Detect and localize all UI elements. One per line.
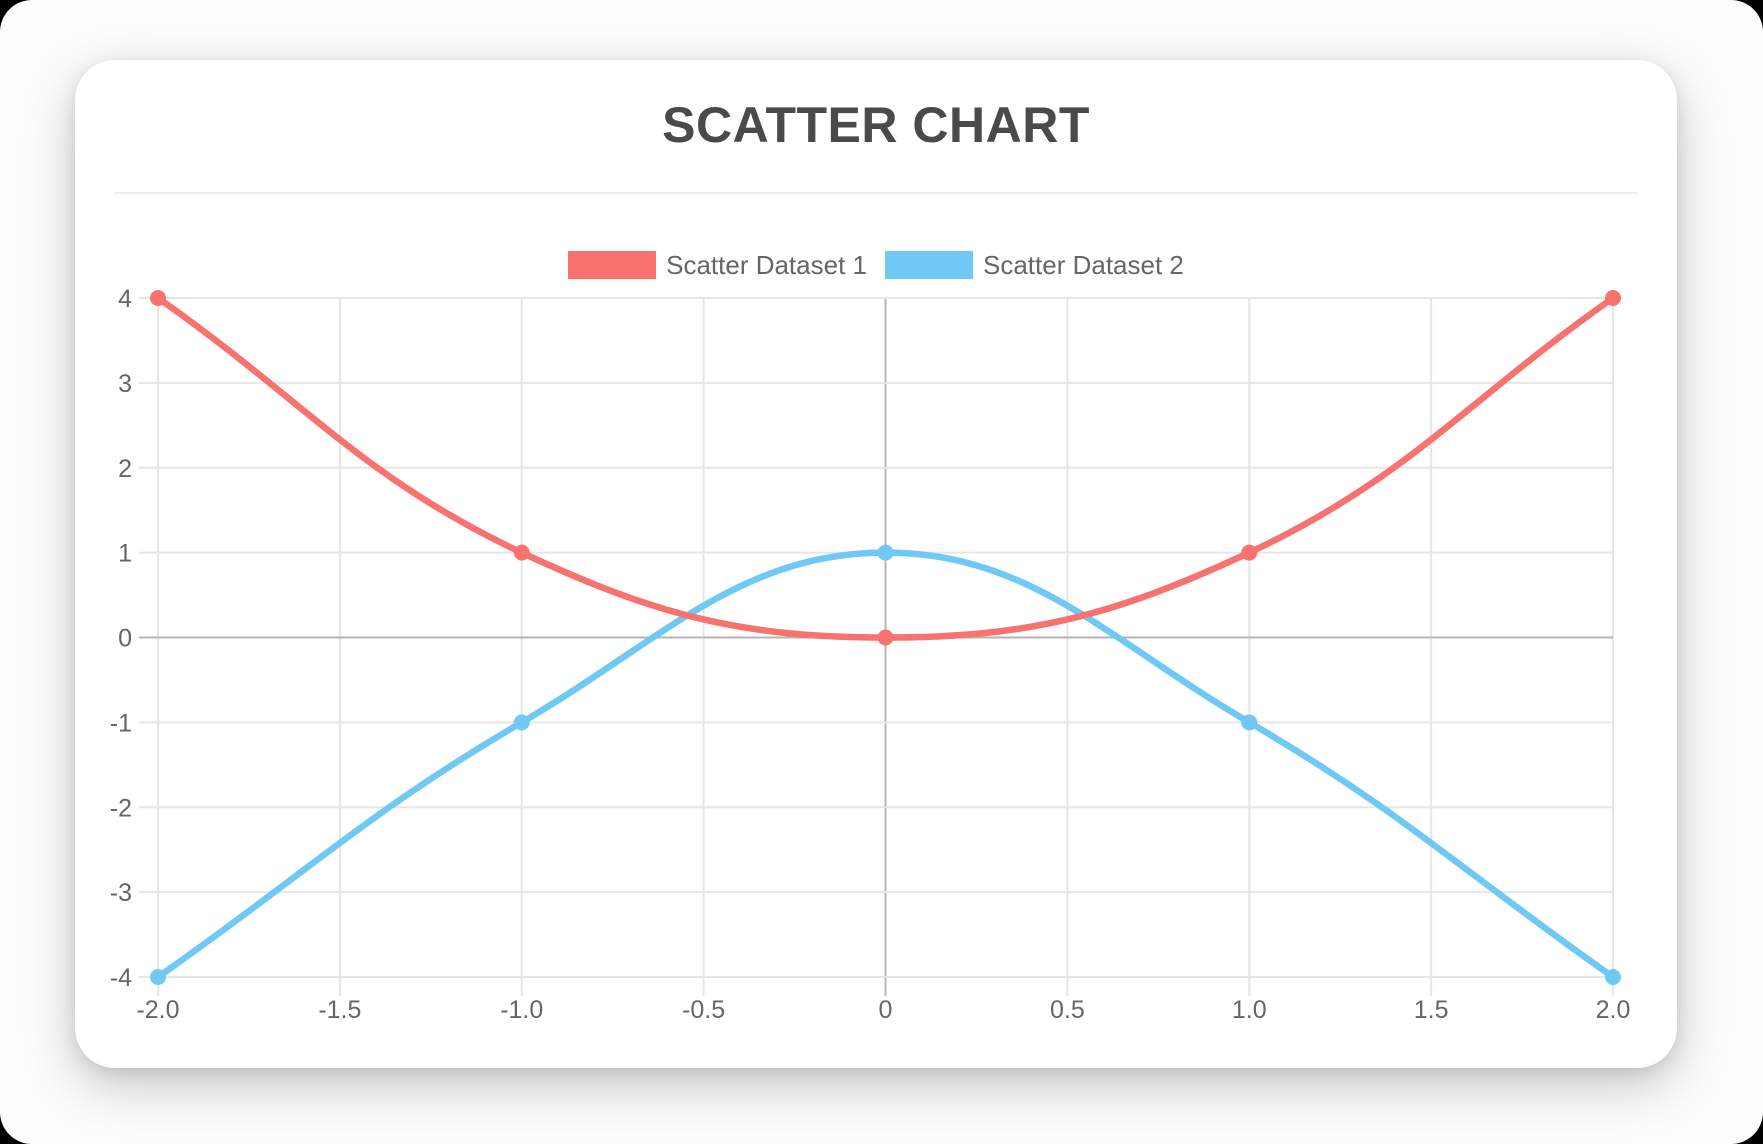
x-tick-label: 0 [879, 996, 893, 1024]
legend-item-dataset-1[interactable]: Scatter Dataset 1 [568, 251, 867, 279]
y-tick-label: -3 [110, 879, 132, 907]
y-tick-label: -1 [110, 709, 132, 737]
y-tick-label: 4 [118, 285, 132, 313]
y-tick-label: -4 [110, 964, 132, 992]
series-point-2 [513, 714, 530, 731]
series-point-1 [1605, 290, 1621, 306]
legend-label-dataset-1: Scatter Dataset 1 [666, 250, 867, 280]
y-tick-label: 2 [118, 455, 132, 483]
legend-swatch-dataset-1 [568, 251, 657, 279]
x-tick-label: -0.5 [682, 996, 725, 1024]
series-point-1 [1241, 544, 1258, 561]
legend-item-dataset-2[interactable]: Scatter Dataset 2 [885, 251, 1184, 279]
x-tick-label: 2.0 [1596, 996, 1631, 1024]
title-divider [115, 192, 1637, 194]
series-point-2 [1241, 714, 1258, 731]
series-point-1 [877, 629, 894, 646]
x-tick-label: 0.5 [1050, 996, 1085, 1024]
series-point-1 [150, 290, 166, 306]
y-tick-label: 3 [118, 370, 132, 398]
series-point-2 [150, 969, 166, 985]
series-point-2 [1605, 969, 1621, 985]
chart-title: SCATTER CHART [662, 97, 1090, 153]
legend-label-dataset-2: Scatter Dataset 2 [983, 250, 1184, 280]
x-tick-label: -1.5 [318, 996, 361, 1024]
legend-swatch-dataset-2 [885, 251, 973, 279]
y-tick-label: 0 [118, 625, 132, 653]
x-tick-label: 1.0 [1232, 996, 1267, 1024]
series-point-1 [513, 544, 530, 561]
chart-card [75, 60, 1677, 1068]
y-tick-label: 1 [118, 540, 132, 568]
chart-legend: Scatter Dataset 1 Scatter Dataset 2 [75, 251, 1677, 279]
series-point-2 [877, 544, 894, 561]
x-tick-label: -1.0 [500, 996, 543, 1024]
x-tick-label: 1.5 [1414, 996, 1449, 1024]
x-tick-label: -2.0 [136, 996, 179, 1024]
y-tick-label: -2 [110, 794, 132, 822]
